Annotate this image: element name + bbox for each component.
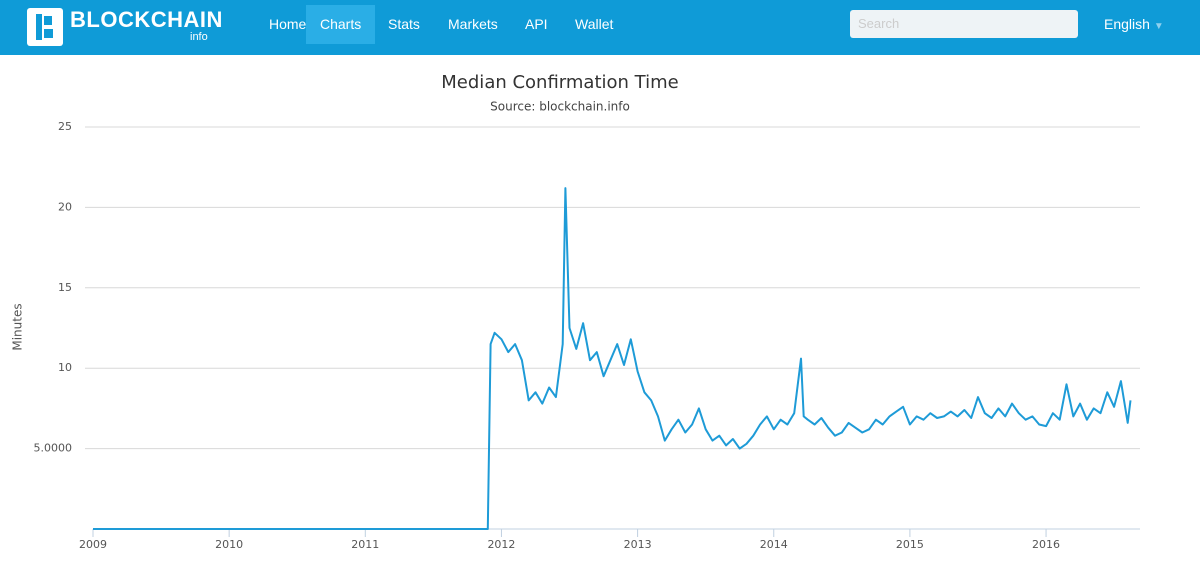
nav-link[interactable]: Markets [448, 16, 498, 32]
x-tick-label: 2013 [624, 538, 652, 551]
x-tick-label: 2009 [79, 538, 107, 551]
header: BLOCKCHAIN info Home Charts Stats Markets AP… [0, 0, 1200, 55]
chart-title: Median Confirmation Time [441, 72, 678, 93]
brand-sub: info [190, 31, 208, 43]
x-tick-label: 2014 [760, 538, 788, 551]
x-tick-label: 2011 [351, 538, 379, 551]
nav-link[interactable]: Stats [388, 16, 420, 32]
nav-link[interactable]: API [525, 16, 548, 32]
nav-link[interactable]: Wallet [575, 16, 614, 32]
y-tick-label: 20 [58, 200, 72, 213]
language[interactable]: English [1104, 16, 1150, 32]
y-tick-label: 5.0000 [34, 442, 73, 455]
logo-icon [27, 8, 63, 46]
y-tick-label: 15 [58, 281, 72, 294]
x-tick-label: 2010 [215, 538, 243, 551]
language-select[interactable]: English ▼ [1104, 16, 1164, 32]
x-tick-label: 2012 [487, 538, 515, 551]
x-tick-label: 2015 [896, 538, 924, 551]
y-axis-label: Minutes [11, 303, 25, 350]
nav-link[interactable]: Home [269, 16, 307, 32]
search-box[interactable]: Search [850, 10, 1078, 38]
chart: Median Confirmation Time Source: blockch… [11, 72, 1140, 551]
chart-subtitle: Source: blockchain.info [490, 100, 630, 114]
nav-link[interactable]: Charts [306, 5, 376, 44]
y-tick-label: 10 [58, 361, 72, 374]
y-tick-label: 25 [58, 120, 72, 133]
x-tick-label: 2016 [1032, 538, 1060, 551]
data-line [93, 187, 1132, 530]
brand[interactable]: BLOCKCHAIN [70, 7, 223, 32]
